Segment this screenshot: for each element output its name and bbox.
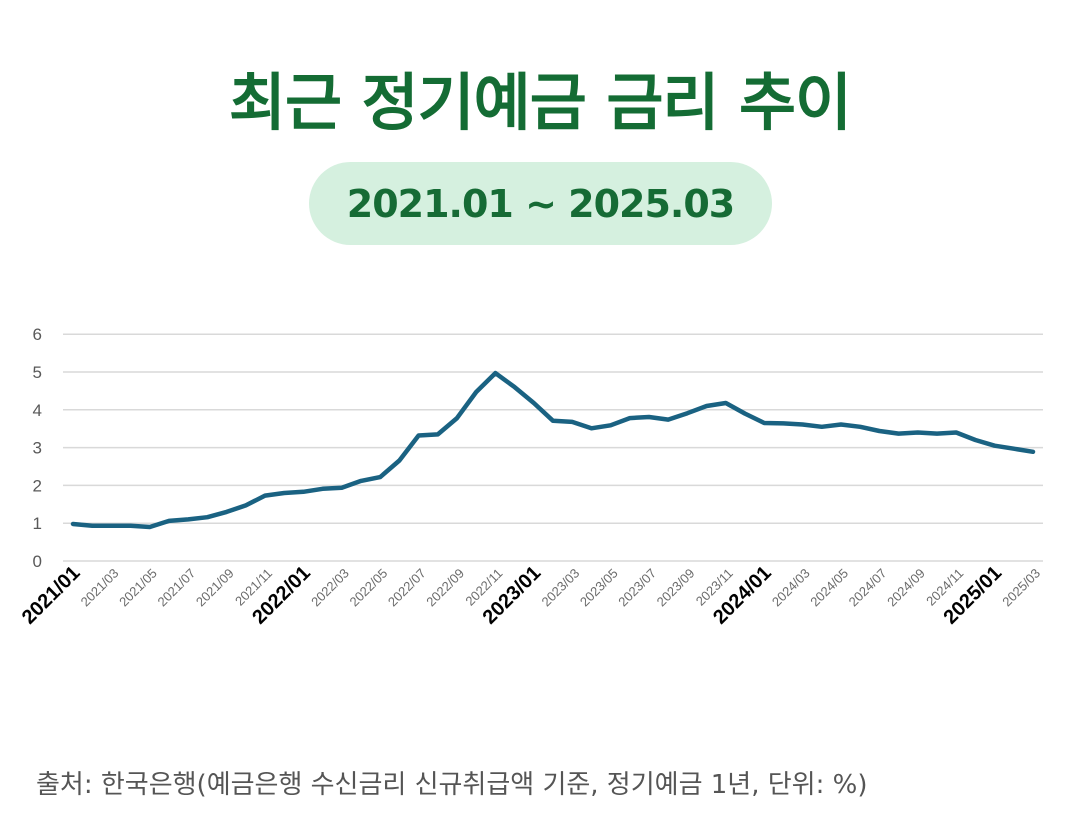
y-tick-label: 1 <box>33 514 42 533</box>
chart-gridlines <box>63 333 1043 562</box>
y-tick-label: 5 <box>33 363 42 382</box>
x-tick-label: 2024/03 <box>769 566 813 610</box>
y-tick-label: 6 <box>33 325 42 344</box>
y-tick-label: 2 <box>33 476 42 495</box>
y-tick-label: 4 <box>33 401 42 420</box>
x-tick-label: 2021/09 <box>193 566 237 610</box>
x-tick-label: 2022/03 <box>308 566 352 610</box>
x-tick-label: 2022/07 <box>385 566 429 610</box>
page-title: 최근 정기예금 금리 추이 <box>228 66 852 139</box>
x-tick-label: 2023/07 <box>615 566 659 610</box>
x-tick-label: 2022/09 <box>423 566 467 610</box>
x-tick-label: 2023/03 <box>538 566 582 610</box>
rate-line <box>70 370 1036 530</box>
x-tick-label: 2024/09 <box>884 566 928 610</box>
y-tick-label: 0 <box>33 552 42 571</box>
y-tick-label: 3 <box>33 439 42 458</box>
period-label: 2021.01 ~ 2025.03 <box>346 181 735 226</box>
y-axis-labels: 0 1 2 3 4 5 6 <box>33 325 42 571</box>
x-tick-label: 2024/07 <box>846 566 890 610</box>
x-tick-label-year: 2021/01 <box>18 562 85 629</box>
x-tick-label: 2021/03 <box>78 566 122 610</box>
x-tick-label: 2021/07 <box>154 566 198 610</box>
x-tick-label: 2022/05 <box>346 566 390 610</box>
line-chart: 0 1 2 3 4 5 6 2021/012021/032021/052021/072021… <box>18 325 1043 629</box>
x-axis-labels: 2021/012021/032021/052021/072021/092021/… <box>18 562 1043 629</box>
period-badge: 2021.01 ~ 2025.03 <box>309 162 772 245</box>
x-tick-label: 2021/05 <box>116 566 160 610</box>
x-tick-label: 2025/03 <box>999 566 1043 610</box>
source-note: 출처: 한국은행(예금은행 수신금리 신규취급액 기준, 정기예금 1년, 단위… <box>36 770 868 800</box>
x-tick-label: 2023/05 <box>577 566 621 610</box>
x-tick-label: 2023/09 <box>654 566 698 610</box>
x-tick-label: 2024/05 <box>807 566 851 610</box>
